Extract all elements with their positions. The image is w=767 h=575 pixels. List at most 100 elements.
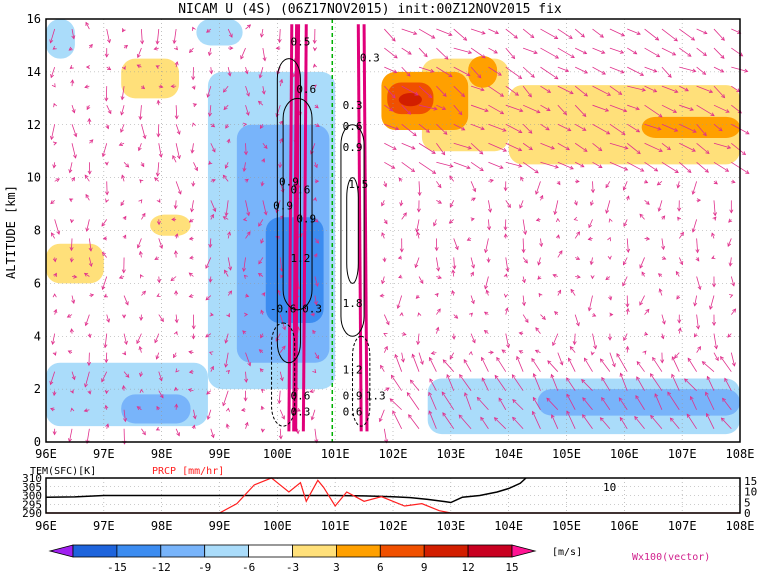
wind-vector-head-774: [715, 356, 719, 362]
wind-vector-475: [470, 181, 476, 192]
wind-vector-286: [279, 428, 282, 439]
wind-vector-head-655: [623, 108, 628, 113]
wind-vector-259: [245, 105, 250, 116]
wind-vector-575: [547, 360, 559, 372]
wind-vector-head-447: [451, 289, 456, 295]
wind-vector-head-702: [656, 53, 661, 58]
wind-vector-head-741: [691, 148, 696, 152]
wind-vector-177: [193, 409, 196, 419]
wind-vector-head-355: [380, 364, 384, 369]
wind-vector-head-54: [88, 247, 93, 252]
wind-vector-218: [208, 47, 212, 56]
wind-vector-head-657: [620, 69, 625, 74]
wind-vector-head-118: [140, 274, 144, 279]
wind-vector-head-334: [315, 355, 319, 360]
wind-vector-head-43: [71, 35, 76, 40]
wind-vector-636: [592, 47, 605, 54]
wind-vector-head-782: [712, 212, 718, 217]
wind-vector-505: [488, 28, 499, 34]
wind-vector-668: [622, 276, 628, 286]
x-tick-6: 102E: [379, 447, 408, 461]
wind-vector-head-7: [52, 293, 57, 298]
wind-vector-head-658: [619, 49, 625, 54]
wind-vector-802: [727, 238, 732, 247]
wind-vector-head-715: [661, 215, 666, 220]
wind-vector-528: [512, 417, 524, 430]
sfc-x-tick-6: 102E: [379, 519, 408, 533]
wind-vector-head-164: [174, 233, 179, 238]
wind-vector-head-270: [260, 309, 265, 314]
wind-vector-head-480: [480, 87, 485, 92]
contour-label-1: 0.3: [360, 51, 380, 64]
wind-vector-550: [532, 411, 541, 429]
wind-vector-431: [436, 181, 442, 188]
x-tick-2: 98E: [151, 447, 173, 461]
wind-vector-head-24: [70, 389, 74, 394]
wind-vector-head-409: [417, 191, 422, 197]
wind-vector-head-558: [537, 275, 542, 280]
wind-vector-head-201: [210, 365, 214, 371]
wind-vector-head-47: [84, 383, 88, 388]
wind-vector-head-140: [157, 279, 162, 284]
wind-vector-669: [623, 257, 628, 265]
x-tick-1: 97E: [93, 447, 115, 461]
wind-vector-273: [258, 257, 264, 265]
wind-vector-head-515: [505, 267, 510, 273]
wind-vector-680: [627, 47, 637, 55]
wind-vector-head-416: [423, 53, 428, 58]
wind-vector-head-237: [223, 105, 228, 111]
wind-vector-191: [191, 143, 194, 153]
wind-vector-head-557: [538, 292, 543, 298]
wind-vector-head-265: [260, 405, 265, 410]
wind-vector-154: [175, 428, 180, 436]
wind-vector-head-694: [645, 200, 650, 205]
x-tick-11: 107E: [668, 447, 697, 461]
wind-vector-head-665: [623, 336, 627, 342]
wind-vector-392: [401, 85, 419, 96]
wind-vector-head-744: [684, 87, 689, 92]
wind-vector-407: [416, 219, 420, 232]
wind-vector-head-718: [674, 169, 679, 173]
wind-vector-head-661: [618, 397, 623, 402]
wind-vector-head-4: [52, 351, 57, 356]
wind-vector-705: [654, 393, 663, 410]
contour-label-9: 0.9: [273, 199, 293, 212]
wind-vector-head-526: [511, 54, 516, 60]
wind-vector-215: [209, 105, 212, 117]
wind-vector-head-269: [260, 334, 264, 339]
wind-vector-499: [488, 142, 507, 152]
wind-vector-227: [227, 290, 232, 296]
wind-vector-head-194: [191, 85, 196, 90]
wind-vector-415: [418, 66, 434, 73]
wind-vector-head-518: [507, 203, 511, 209]
x-tick-7: 103E: [436, 447, 465, 461]
wind-vector-head-58: [87, 170, 92, 175]
wind-vector-head-212: [208, 160, 213, 165]
wind-vector-head-18: [51, 83, 56, 88]
sfc-x-tick-5: 101E: [321, 519, 350, 533]
wind-vector-head-549: [530, 34, 535, 39]
wind-vector-653: [609, 142, 628, 149]
wind-vector-head-246: [247, 362, 252, 367]
wind-vector-610: [574, 123, 586, 131]
wind-vector-head-288: [277, 399, 282, 405]
wind-vector-358: [383, 314, 390, 325]
wind-vector-691: [639, 257, 645, 269]
wind-vector-head-20: [52, 45, 57, 50]
wind-vector-577: [552, 333, 559, 346]
wind-vector-540: [519, 200, 524, 209]
wind-vector-6: [54, 309, 57, 315]
wind-vector-433: [436, 143, 446, 155]
wind-vector-head-428: [434, 247, 439, 252]
wind-vector-head-580: [552, 273, 557, 278]
wind-vector-544: [522, 123, 533, 134]
wind-vector-head-126: [142, 134, 147, 140]
wind-vector-717: [657, 181, 663, 186]
wind-vector-74: [102, 276, 108, 290]
wind-vector-head-104: [120, 128, 124, 133]
wind-vector-head-389: [411, 145, 416, 150]
wind-vector-head-762: [704, 168, 709, 173]
wind-vector-331: [311, 409, 316, 420]
sfc-x-tick-11: 107E: [668, 519, 697, 533]
wind-vector-399: [412, 354, 420, 372]
